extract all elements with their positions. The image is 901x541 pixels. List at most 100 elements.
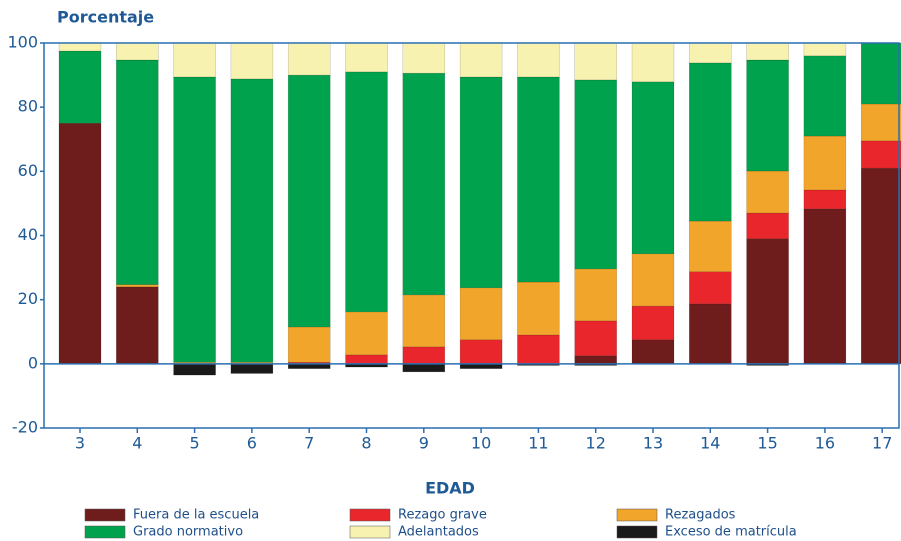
bar-segment	[116, 59, 159, 285]
bar-segment	[230, 42, 274, 80]
bar-segment	[746, 59, 789, 172]
x-tick-label: 13	[643, 434, 663, 453]
bar-segment	[631, 42, 675, 83]
bar-segment	[345, 71, 388, 313]
bar-segment	[689, 42, 732, 64]
bar-segment	[402, 363, 446, 373]
bar-segment	[230, 363, 274, 374]
legend-label: Adelantados	[398, 525, 479, 540]
bar-segment	[116, 284, 159, 288]
x-tick-label: 6	[247, 434, 257, 453]
y-tick-label: 40	[18, 225, 38, 244]
bar-segment	[631, 305, 675, 341]
bar-segment	[746, 170, 789, 214]
bar-segment	[631, 339, 675, 365]
bar-segment	[631, 253, 675, 307]
bar-segment	[116, 42, 159, 61]
bar-segment	[803, 55, 847, 137]
bar-segment	[689, 303, 732, 365]
bar-segment	[459, 42, 503, 78]
bar-segment	[402, 42, 446, 74]
x-tick-label: 5	[190, 434, 200, 453]
legend-label: Exceso de matrícula	[665, 525, 797, 540]
bar-segment	[574, 355, 617, 365]
bar-segment	[402, 72, 446, 296]
y-tick-label: 0	[28, 353, 38, 372]
x-tick-label: 8	[361, 434, 371, 453]
y-tick-label: 100	[7, 33, 38, 52]
bar-segment	[803, 208, 847, 365]
x-tick-label: 15	[757, 434, 777, 453]
bar-segment	[58, 42, 102, 52]
bar-segment	[345, 311, 388, 356]
bar-segment	[803, 189, 847, 210]
bar-segment	[402, 294, 446, 348]
bar-segment	[402, 346, 446, 365]
x-tick-label: 4	[132, 434, 142, 453]
x-tick-label: 16	[815, 434, 835, 453]
legend-swatch	[349, 508, 391, 522]
bar-segment	[574, 42, 617, 81]
x-tick-label: 14	[700, 434, 720, 453]
x-tick-label: 9	[419, 434, 429, 453]
bar-segment	[574, 268, 617, 322]
y-tick-label: -20	[12, 418, 38, 437]
x-tick-label: 17	[872, 434, 892, 453]
y-tick-label: 80	[18, 97, 38, 116]
legend-swatch	[616, 508, 658, 522]
bar-segment	[803, 42, 847, 57]
y-axis-label: Porcentaje	[57, 8, 154, 27]
bar-segment	[173, 42, 216, 78]
legend-label: Grado normativo	[133, 525, 243, 540]
x-axis-label: EDAD	[425, 479, 475, 498]
bar-segment	[459, 287, 503, 341]
legend-label: Fuera de la escuela	[133, 508, 259, 523]
x-tick-label: 12	[586, 434, 606, 453]
bar-segment	[345, 42, 388, 73]
bar-segment	[58, 50, 102, 124]
legend-label: Rezagados	[665, 508, 736, 523]
bar-segment	[459, 339, 503, 365]
bar-segment	[689, 62, 732, 222]
legend-swatch	[616, 525, 658, 539]
bar-segment	[287, 74, 331, 328]
bar-segment	[631, 81, 675, 255]
bar-segment	[689, 220, 732, 273]
bar-segment	[517, 281, 560, 336]
x-tick-label: 10	[471, 434, 491, 453]
bar-segment	[517, 334, 560, 365]
x-tick-label: 3	[75, 434, 85, 453]
legend-swatch	[84, 508, 126, 522]
bar-segment	[517, 42, 560, 78]
y-tick-label: 60	[18, 161, 38, 180]
legend-label: Rezago grave	[398, 508, 487, 523]
y-tick-label: 20	[18, 289, 38, 308]
x-tick-label: 7	[304, 434, 314, 453]
bar-segment	[173, 76, 216, 363]
bar-segment	[746, 238, 789, 365]
bar-segment	[860, 103, 901, 142]
bar-segment	[746, 212, 789, 239]
bar-segment	[459, 76, 503, 289]
bar-segment	[746, 42, 789, 61]
bar-segment	[517, 76, 560, 283]
bar-segment	[173, 363, 216, 376]
bar-segment	[574, 320, 617, 357]
x-tick-label: 11	[528, 434, 548, 453]
bar-segment	[574, 79, 617, 270]
bar-segment	[287, 326, 331, 363]
legend-swatch	[349, 525, 391, 539]
bar-segment	[803, 135, 847, 191]
bar-segment	[689, 271, 732, 305]
bar-segment	[230, 78, 274, 363]
bar-segment	[860, 140, 901, 169]
plot-frame	[43, 42, 900, 429]
bar-segment	[860, 167, 901, 365]
legend-swatch	[84, 525, 126, 539]
bar-segment	[345, 354, 388, 365]
bar-segment	[287, 42, 331, 76]
bar-segment	[116, 286, 159, 365]
bar-segment	[860, 42, 901, 105]
bar-segment	[58, 122, 102, 365]
